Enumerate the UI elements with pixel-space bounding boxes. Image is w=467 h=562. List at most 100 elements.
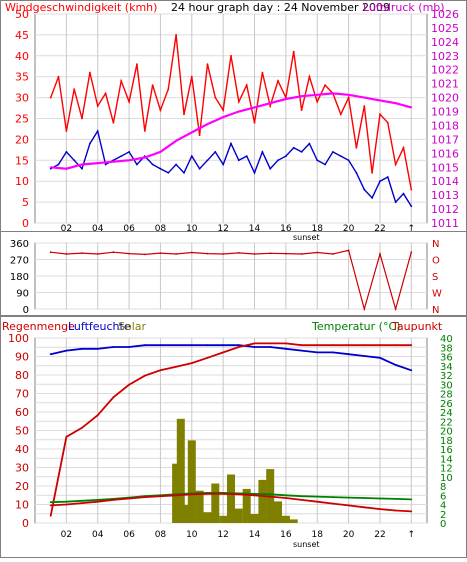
temperature-point — [410, 498, 413, 501]
pressure-point — [143, 156, 146, 159]
dewpoint-point — [269, 495, 272, 498]
humidity-point — [410, 344, 413, 347]
wind-gust-point — [136, 63, 138, 66]
wind-direction-degree-axis: 0 90 180 270 360 — [10, 239, 29, 316]
rain-point — [347, 353, 350, 356]
wind-gust-point — [128, 100, 131, 103]
wind-gust-point — [339, 113, 342, 116]
pressure-tick-label: 1023 — [431, 50, 459, 63]
pressure-point — [394, 102, 397, 105]
temperature-axis-label: Temperatur (°C) — [311, 320, 400, 333]
temperature-tick-label: 22 — [440, 417, 453, 428]
wind-gust-point — [65, 130, 68, 132]
pressure-axis-label: Luftdruck (mb) — [363, 1, 445, 14]
solar-bar — [219, 515, 228, 523]
wind-gust-point — [49, 96, 52, 99]
wind-gust-point — [324, 84, 326, 86]
dewpoint-point — [379, 508, 381, 510]
pressure-axis: 1011101210131014101510161017101810191020… — [431, 8, 459, 230]
solar-bar — [176, 418, 185, 523]
wind-direction-point — [285, 252, 287, 255]
pressure-tick-label: 1017 — [431, 133, 459, 146]
temperature-point — [363, 497, 366, 499]
humidity-tick-label: 100 — [8, 332, 29, 345]
dewpoint-point — [332, 502, 334, 505]
dewpoint-point — [96, 500, 99, 503]
hour-tick-label: 20 — [343, 224, 355, 234]
rain-line — [50, 344, 412, 372]
dewpoint-point — [222, 493, 225, 495]
solar-bar — [187, 440, 196, 523]
humidity-axis: 0 10 20 30 40 50 60 70 80 90 100 — [8, 332, 29, 530]
sunset-label: sunset — [293, 540, 320, 549]
pressure-point — [253, 106, 256, 109]
wind-direction-point — [347, 249, 350, 252]
humidity-point — [332, 344, 334, 347]
wind-speed-tick-label: 30 — [15, 92, 29, 105]
wind-speed-point — [339, 155, 342, 158]
wind-speed-point — [151, 163, 154, 166]
wind-speed-point — [410, 205, 413, 208]
rain-point — [65, 349, 68, 352]
hour-tick-label: 18 — [312, 224, 324, 234]
pressure-point — [112, 160, 115, 163]
wind-direction-point — [379, 253, 381, 255]
wind-direction-point — [128, 252, 131, 255]
wind-gust-point — [316, 100, 319, 103]
degree-tick-label: 180 — [10, 272, 29, 283]
wind-gust-point — [167, 88, 170, 91]
wind-direction-point — [237, 252, 240, 254]
temperature-tick-label: 14 — [440, 454, 453, 465]
wind-speed-point — [159, 167, 162, 170]
wind-pressure-grid — [35, 13, 427, 224]
hour-tick-label: 14 — [249, 224, 261, 234]
wind-speed-point — [57, 163, 60, 166]
hour-tick-label: 08 — [155, 224, 167, 234]
wind-speed-point — [292, 146, 295, 149]
humidity-point — [128, 383, 131, 386]
dewpoint-point — [112, 499, 115, 501]
pressure-point — [175, 139, 178, 142]
hour-tick-label: 02 — [61, 530, 72, 540]
wind-gust-point — [222, 109, 225, 111]
wind-gust-point — [206, 63, 209, 66]
wind-direction-point — [269, 252, 272, 255]
humidity-point — [112, 396, 115, 399]
degree-tick-label: 270 — [10, 256, 29, 267]
dewpoint-point — [143, 496, 146, 498]
wind-gust-point — [253, 121, 256, 124]
temperature-point — [394, 498, 397, 500]
wind-gust-point — [81, 117, 83, 120]
pressure-line — [50, 92, 412, 170]
pressure-tick-label: 1014 — [431, 175, 459, 188]
wind-speed-point — [261, 151, 264, 153]
humidity-point — [347, 344, 350, 347]
wind-gust-point — [292, 50, 295, 53]
humidity-point — [65, 435, 68, 438]
rain-point — [410, 369, 413, 372]
temperature-point — [285, 494, 287, 497]
solar-bar — [258, 479, 267, 523]
humidity-point — [379, 344, 381, 347]
temperature-tick-label: 12 — [440, 464, 453, 475]
compass-tick-label: N — [432, 305, 439, 316]
pressure-point — [347, 93, 350, 96]
dewpoint-point — [285, 497, 287, 499]
wind-gust-point — [159, 109, 162, 111]
pressure-point — [206, 123, 209, 125]
temperature-point — [269, 493, 272, 496]
wind-gust-point — [96, 105, 99, 107]
wind-direction-point — [96, 253, 99, 255]
compass-tick-label: W — [432, 289, 442, 300]
dewpoint-point — [347, 504, 350, 507]
hour-tick-label: 10 — [186, 224, 198, 234]
rain-axis-label: Regenmenge — [2, 320, 75, 333]
wind-speed-point — [104, 163, 107, 166]
wind-direction-point — [363, 308, 366, 310]
dewpoint-point — [206, 493, 209, 495]
humidity-temperature-series — [49, 342, 413, 523]
pressure-tick-label: 1024 — [431, 36, 459, 49]
wind-speed-point — [332, 151, 334, 153]
hour-tick-label: 22 — [374, 530, 385, 540]
